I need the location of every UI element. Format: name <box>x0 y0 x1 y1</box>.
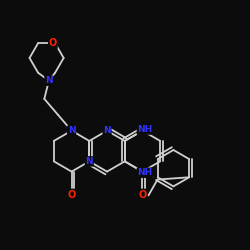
Text: O: O <box>138 190 146 200</box>
Text: NH: NH <box>138 125 153 134</box>
Text: N: N <box>103 126 111 135</box>
Text: N: N <box>86 157 93 166</box>
Text: O: O <box>68 190 76 200</box>
Text: N: N <box>68 126 76 135</box>
Text: O: O <box>49 38 57 48</box>
Text: N: N <box>45 76 53 85</box>
Text: NH: NH <box>138 168 153 177</box>
